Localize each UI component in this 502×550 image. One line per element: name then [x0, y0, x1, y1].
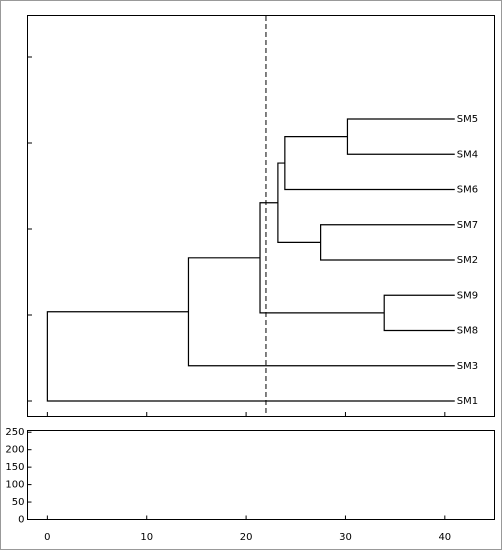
panel-ticks [28, 56, 32, 402]
x-tick-label: 40 [438, 532, 451, 543]
dendrogram-link [346, 118, 455, 155]
x-tick-label: 30 [339, 532, 352, 543]
y-tick-label: 150 [5, 462, 24, 473]
y-tick-label: 0 [18, 515, 24, 526]
leaf-label: SM7 [457, 220, 478, 231]
lower-panel [27, 430, 495, 520]
y-tick-label: 250 [5, 427, 24, 438]
dendrogram-link [46, 311, 455, 402]
leaf-label: SM9 [457, 290, 478, 301]
leaf-label: SM6 [457, 185, 478, 196]
dendrogram-link [187, 257, 455, 367]
leaf-label: SM5 [457, 114, 478, 125]
leaf-label: SM4 [457, 149, 478, 160]
y-tick-label: 50 [12, 497, 25, 508]
dendrogram-panel [27, 15, 495, 417]
dendrogram-link [284, 136, 455, 191]
leaf-label: SM2 [457, 255, 478, 266]
y-tick-label: 200 [5, 445, 24, 456]
leaf-label: SM3 [457, 361, 478, 372]
x-tick-label: 10 [140, 532, 153, 543]
x-tick-label: 0 [44, 532, 50, 543]
leaf-label: SM8 [457, 326, 478, 337]
y-tick-label: 100 [5, 480, 24, 491]
x-tick-label: 20 [240, 532, 253, 543]
leaf-label: SM1 [457, 396, 478, 407]
